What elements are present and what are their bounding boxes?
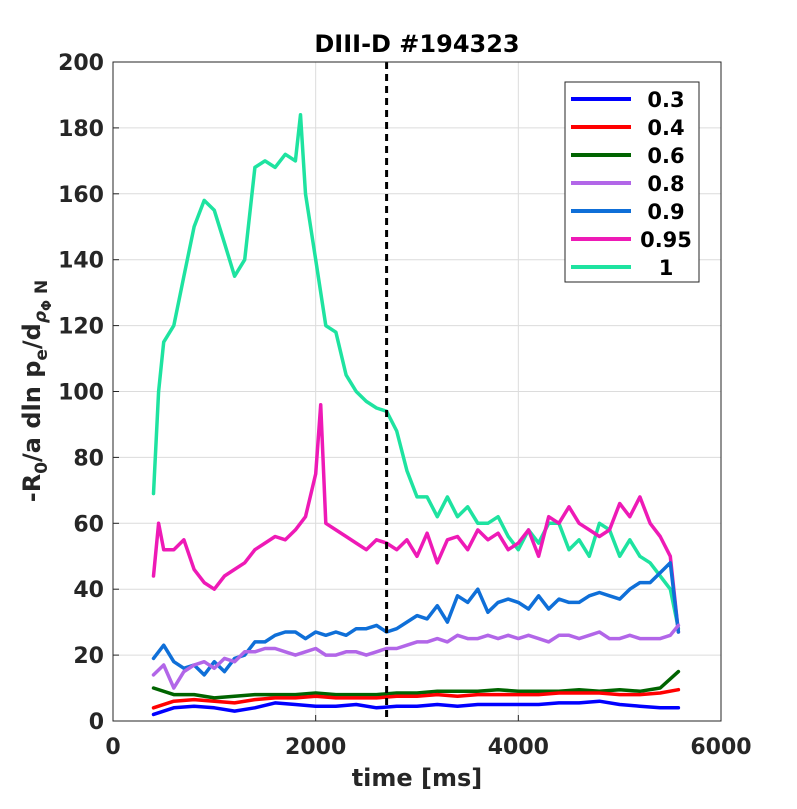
series-line-0-4 xyxy=(151,687,681,710)
y-tick-label: 20 xyxy=(73,644,104,669)
chart-title: DIII-D #194323 xyxy=(314,30,519,58)
legend-label: 0.9 xyxy=(647,200,684,224)
y-tick-label: 60 xyxy=(73,512,104,537)
y-label-main: -R xyxy=(18,474,46,502)
y-label-sub0: 0 xyxy=(32,462,52,474)
legend-label: 0.95 xyxy=(640,228,692,252)
y-label-rho: ρ xyxy=(31,311,51,323)
series-line-0-3 xyxy=(151,699,681,717)
y-tick-label: 100 xyxy=(58,381,104,406)
y-axis-label: -R0/a dln pe/dρΦ N xyxy=(18,280,55,503)
series-line-0-95 xyxy=(151,402,681,634)
x-axis-label: time [ms] xyxy=(352,764,483,792)
series-line-0-8 xyxy=(151,623,681,690)
y-label-sube: e xyxy=(32,349,52,361)
y-tick-label: 160 xyxy=(58,183,104,208)
series-lines xyxy=(151,112,681,717)
legend: 0.3 0.4 0.6 0.8 0.9 0.95 1 xyxy=(564,81,700,283)
y-tick-label: 200 xyxy=(58,51,104,76)
y-tick-label: 40 xyxy=(73,578,104,603)
svg-text:-R0/a dln pe/dρΦ N: -R0/a dln pe/dρΦ N xyxy=(18,280,55,503)
y-label-mid2: /d xyxy=(18,323,46,349)
y-tick-label: 0 xyxy=(89,710,104,735)
legend-label: 1 xyxy=(659,256,674,280)
y-tick-label: 180 xyxy=(58,117,104,142)
series-line-0-6 xyxy=(151,669,681,700)
x-tick-label: 6000 xyxy=(690,735,751,760)
axis-ticks: 0 2000 4000 6000 0 20 40 60 80 100 120 140 160 180 200 xyxy=(58,51,752,760)
x-tick-label: 2000 xyxy=(285,735,346,760)
legend-label: 0.6 xyxy=(647,144,684,168)
y-label-mid: /a dln p xyxy=(18,361,46,462)
y-tick-label: 120 xyxy=(58,315,104,340)
y-label-phi: Φ xyxy=(40,300,55,311)
legend-label: 0.4 xyxy=(647,116,684,140)
legend-label: 0.3 xyxy=(647,88,684,112)
x-tick-label: 4000 xyxy=(488,735,549,760)
x-tick-label: 0 xyxy=(105,735,120,760)
y-label-n: N xyxy=(32,280,52,300)
series-line-1 xyxy=(151,112,681,631)
y-tick-label: 80 xyxy=(73,446,104,471)
y-tick-label: 140 xyxy=(58,249,104,274)
legend-label: 0.8 xyxy=(647,172,684,196)
